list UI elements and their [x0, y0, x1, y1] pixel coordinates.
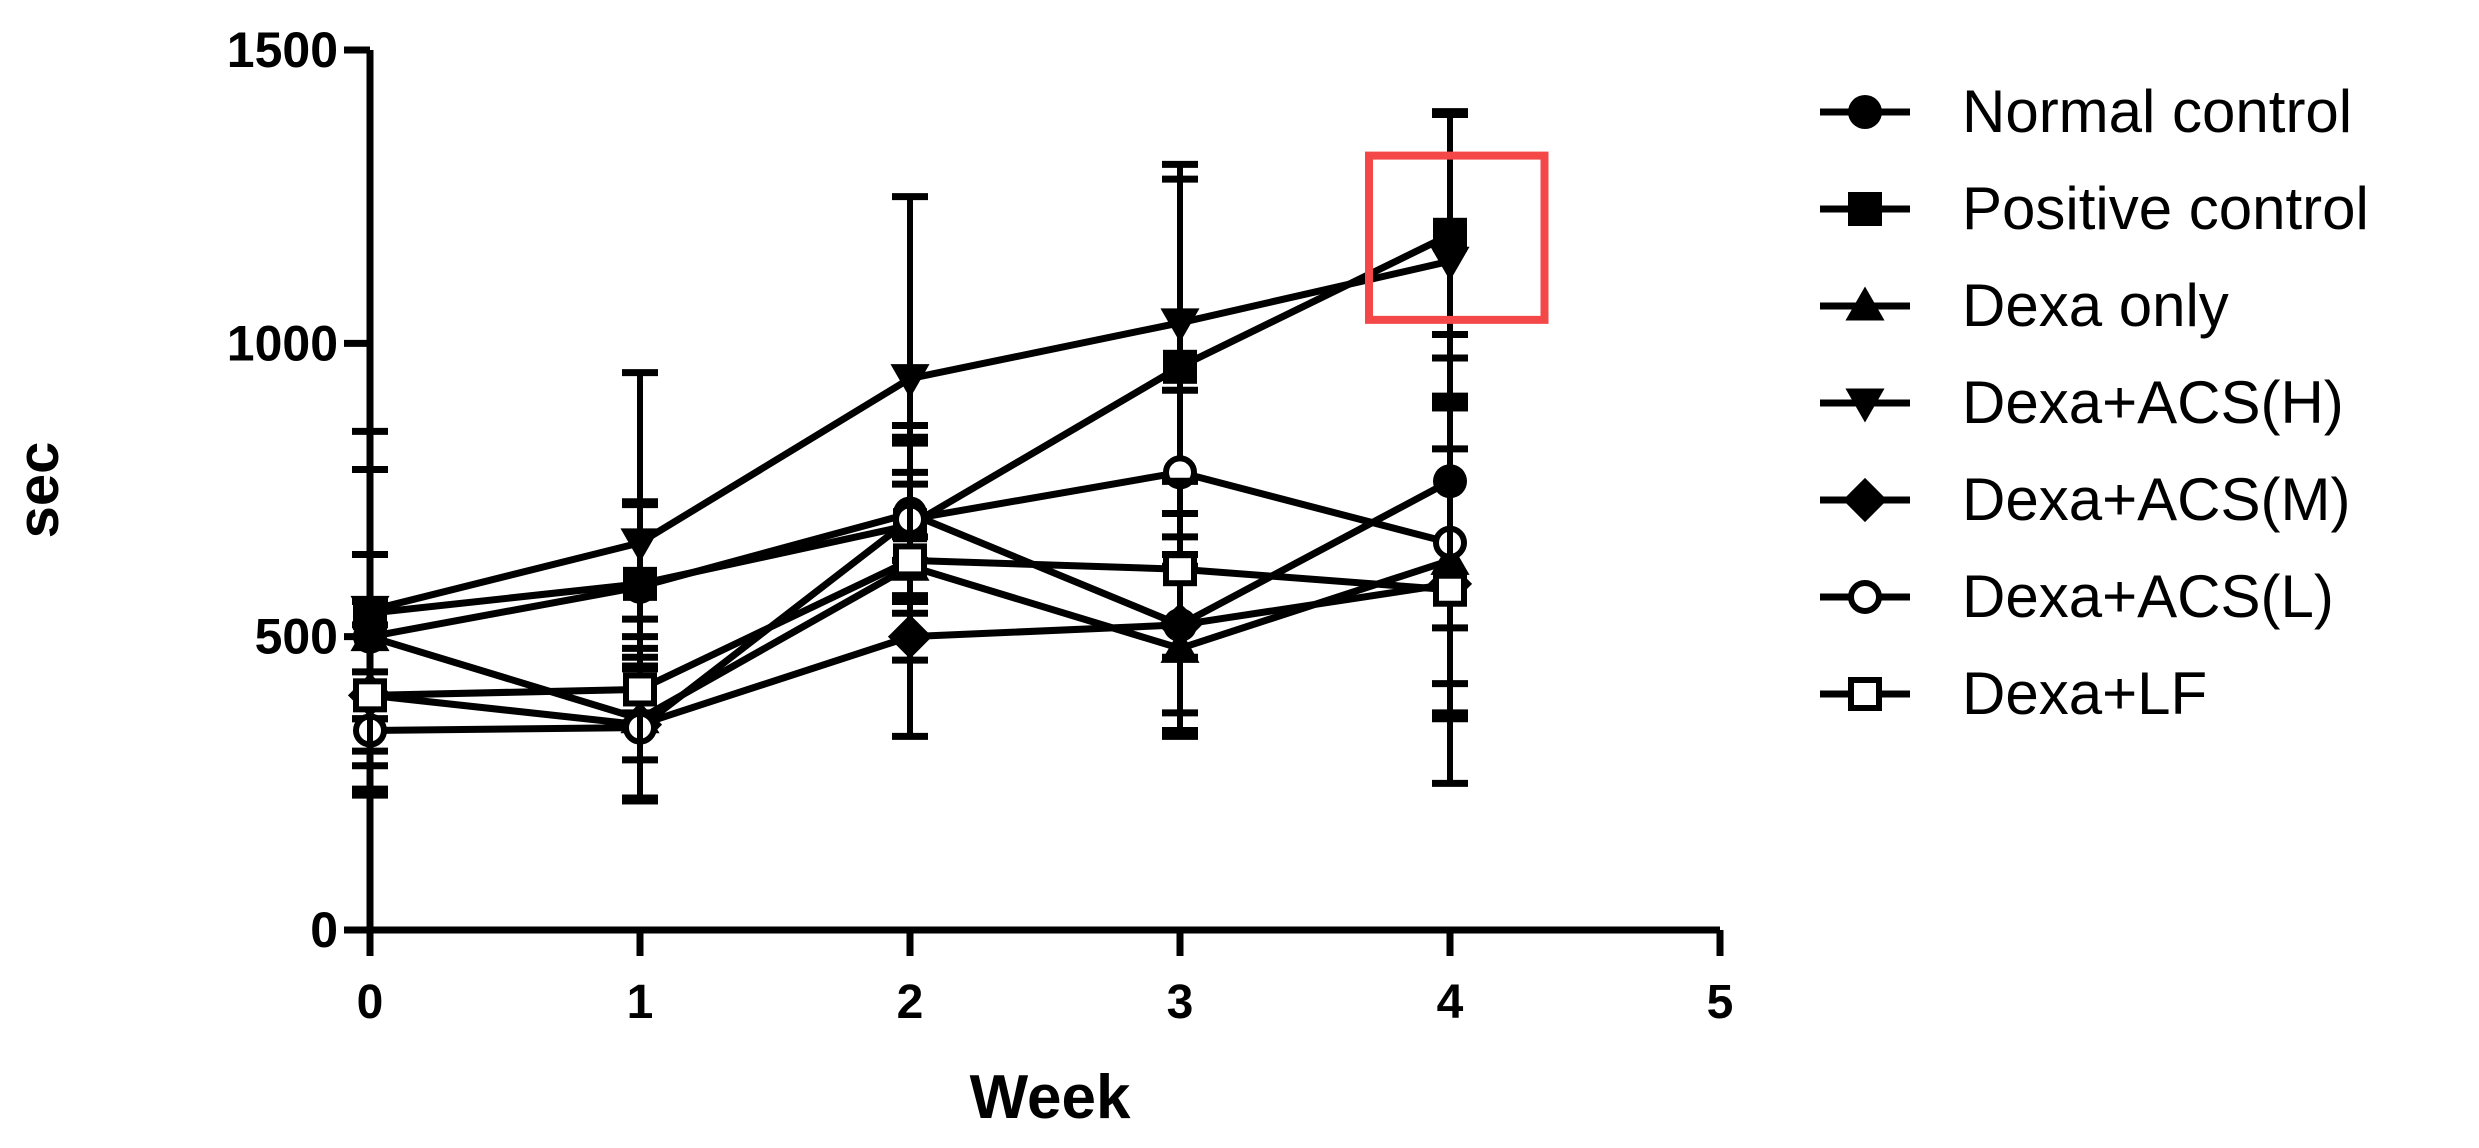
- data-point: [1433, 572, 1467, 607]
- annotation-layer: [1365, 151, 1549, 324]
- legend-marker: [1848, 95, 1882, 129]
- legend-label: Positive control: [1962, 175, 2369, 242]
- x-tick-label: 0: [357, 976, 384, 1029]
- legend-label: Dexa only: [1962, 272, 2229, 339]
- legend-item: Dexa+LF: [1820, 660, 2207, 727]
- legend-label: Normal control: [1962, 78, 2352, 145]
- data-point: [353, 678, 387, 713]
- x-tick-label: 5: [1707, 976, 1734, 1029]
- data-point: [1160, 308, 1200, 343]
- data-point: [1163, 552, 1197, 587]
- legend-item: Dexa+ACS(M): [1820, 466, 2350, 533]
- x-tick-label: 1: [627, 976, 654, 1029]
- legend-marker: [1842, 477, 1888, 523]
- x-tick-label: 2: [897, 976, 924, 1029]
- legend-label: Dexa+ACS(L): [1962, 563, 2334, 630]
- legend-label: Dexa+ACS(H): [1962, 369, 2344, 436]
- x-axis-label: Week: [970, 1063, 1131, 1132]
- highlight-box: [1365, 151, 1549, 324]
- data-point: [623, 672, 657, 707]
- series-dexa-lf: [352, 392, 1468, 787]
- legend-marker: [1848, 192, 1882, 226]
- y-axis-label: sec: [6, 442, 71, 539]
- legend-marker: [1848, 677, 1882, 711]
- legend-label: Dexa+ACS(M): [1962, 466, 2350, 533]
- legend-item: Dexa+ACS(L): [1820, 563, 2334, 630]
- x-tick-label: 4: [1437, 976, 1464, 1029]
- legend-item: Dexa+ACS(H): [1820, 369, 2344, 436]
- legend: Normal control Positive control Dexa only D…: [1820, 78, 2369, 727]
- data-point: [620, 528, 660, 563]
- y-tick-label: 1000: [227, 315, 338, 371]
- legend-item: Positive control: [1820, 175, 2369, 242]
- y-tick-label: 0: [310, 902, 338, 958]
- y-tick-label: 500: [255, 609, 338, 665]
- y-tick-label: 1500: [227, 22, 338, 78]
- axes: 0 1 2 3 4 5 0 500 1000 1500: [227, 22, 1734, 1029]
- legend-marker: [1845, 286, 1885, 321]
- legend-marker: [1845, 388, 1885, 423]
- series-layer: [347, 108, 1473, 805]
- data-point: [1430, 246, 1470, 281]
- legend-label: Dexa+LF: [1962, 660, 2207, 727]
- legend-item: Normal control: [1820, 78, 2352, 145]
- legend-item: Dexa only: [1820, 272, 2229, 339]
- data-point: [893, 543, 927, 578]
- data-point: [890, 364, 930, 399]
- x-tick-label: 3: [1167, 976, 1194, 1029]
- legend-marker: [1848, 580, 1882, 614]
